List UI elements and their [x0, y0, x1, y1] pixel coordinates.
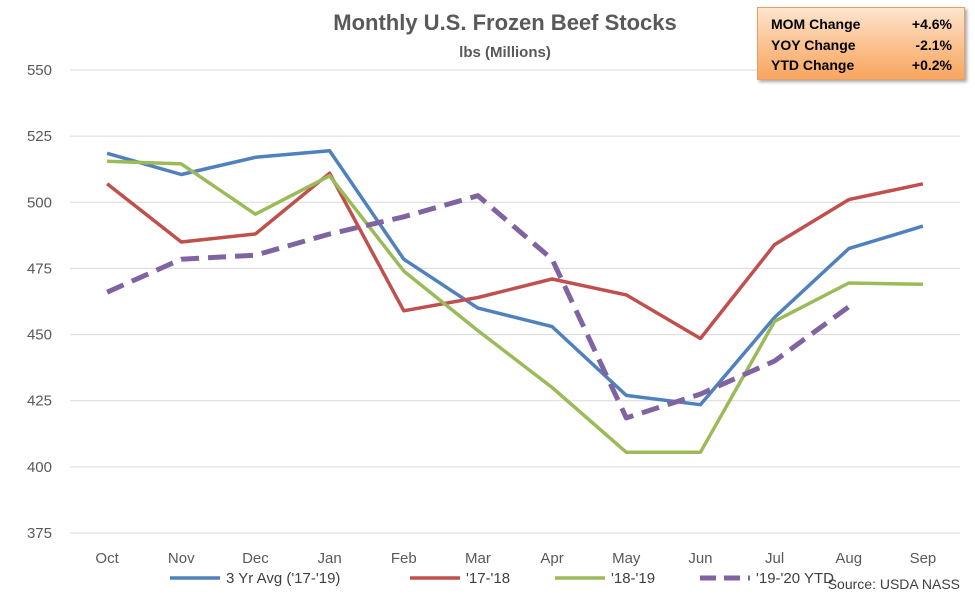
x-tick-label: Apr: [540, 550, 563, 567]
x-tick-label: Sep: [910, 550, 937, 567]
y-tick-label: 450: [27, 327, 52, 344]
y-tick-label: 500: [27, 194, 52, 211]
x-tick-label: Jul: [765, 550, 784, 567]
series-line-1: [106, 148, 924, 407]
y-tick-label: 400: [27, 459, 52, 476]
stats-value: +0.2%: [911, 57, 952, 73]
stats-label: YTD Change: [771, 57, 855, 73]
x-tick-label: Jan: [317, 550, 341, 567]
stats-box: MOM Change +4.6% YOY Change -2.1% YTD Ch…: [757, 7, 965, 80]
stats-label: MOM Change: [771, 16, 861, 32]
series-line-4: [106, 193, 851, 421]
x-tick-label: May: [612, 550, 641, 567]
y-tick-label: 375: [27, 525, 52, 542]
x-tick-label: Nov: [168, 550, 195, 567]
y-tick-label: 525: [27, 128, 52, 145]
series-line-3: [107, 159, 923, 455]
x-tick-label: Aug: [835, 550, 862, 567]
legend-label: '18-'19: [611, 570, 655, 587]
y-tick-label: 425: [27, 393, 52, 410]
y-tick-label: 475: [27, 260, 52, 277]
stats-label: YOY Change: [771, 36, 856, 53]
y-tick-label: 550: [27, 62, 52, 79]
stats-value: -2.1%: [915, 36, 952, 53]
series-line-2: [106, 171, 924, 341]
x-tick-label: Dec: [242, 550, 269, 567]
stats-row-ytd: YTD Change +0.2%: [771, 55, 952, 76]
legend-label: '17-'18: [466, 570, 510, 587]
stats-row-mom: MOM Change +4.6%: [771, 14, 952, 35]
x-tick-label: Jun: [688, 550, 712, 567]
stats-row-yoy: YOY Change -2.1%: [771, 35, 952, 56]
chart-subtitle: lbs (Millions): [459, 44, 551, 61]
x-tick-label: Oct: [95, 550, 119, 567]
legend-label: '19-'20 YTD: [756, 570, 834, 587]
legend-label: 3 Yr Avg ('17-'19): [226, 570, 340, 587]
x-tick-label: Feb: [391, 550, 417, 567]
chart-title: Monthly U.S. Frozen Beef Stocks: [333, 10, 677, 35]
stats-value: +4.6%: [911, 16, 952, 32]
source-note: Source: USDA NASS: [828, 576, 960, 592]
x-tick-label: Mar: [465, 550, 491, 567]
